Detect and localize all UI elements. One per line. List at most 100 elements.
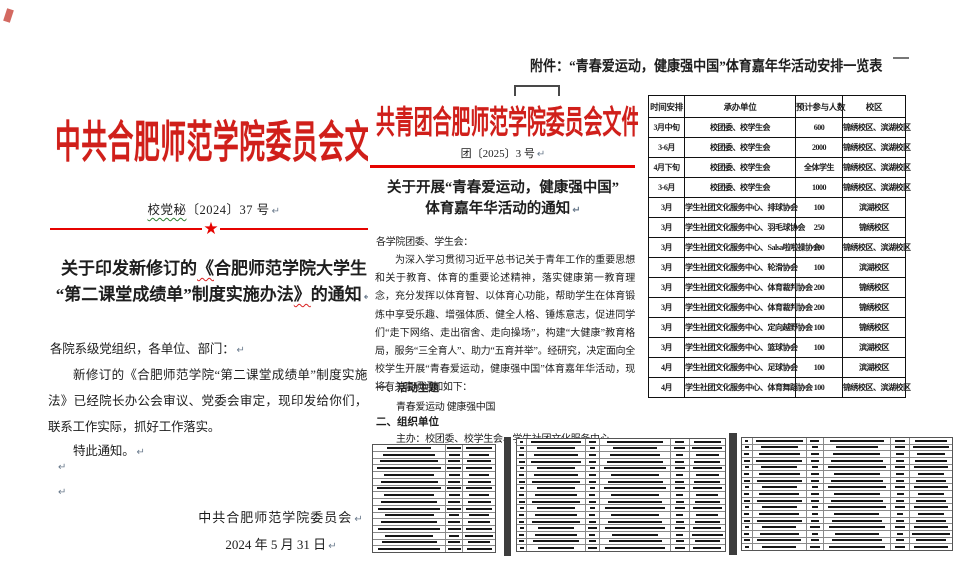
illegible-text-smear <box>758 453 800 456</box>
thumbnail-cell <box>824 497 892 504</box>
table-header-cell: 时间安排 <box>648 95 685 118</box>
thumbnail-cell <box>690 472 725 478</box>
illegible-text-smear <box>519 547 524 550</box>
thumbnail-cell <box>807 497 824 504</box>
illegible-text-smear <box>607 480 663 483</box>
thumbnail-cell <box>824 511 892 517</box>
thumbnail-cell <box>807 517 824 524</box>
thumbnail-cell <box>891 457 910 464</box>
table-cell: 锦绣校区、滨湖校区 <box>842 137 911 158</box>
thumbnail-cell <box>463 479 495 485</box>
dash-artifact <box>893 57 909 59</box>
thumbnail-cell <box>586 505 601 512</box>
illegible-text-smear <box>589 513 596 516</box>
thumbnail-cell <box>517 458 528 465</box>
thumbnail-cell <box>690 505 725 511</box>
illegible-text-smear <box>448 521 461 524</box>
thumbnail-cell <box>891 544 910 550</box>
table-cell: 滨湖校区 <box>842 337 906 358</box>
illegible-text-smear <box>915 479 947 482</box>
table-cell: 4月 <box>648 357 685 378</box>
thumbnail-cell <box>824 544 892 550</box>
illegible-text-smear <box>914 546 948 549</box>
thumbnail-row <box>517 545 725 551</box>
thumbnail-row <box>517 538 725 546</box>
thumbnail-cell <box>600 498 671 505</box>
thumbnail-cell <box>463 519 495 525</box>
thumbnail-cell <box>742 524 753 530</box>
thumbnail-cell <box>753 517 808 524</box>
thumbnail-cell <box>742 438 753 444</box>
thumbnail-row <box>373 505 495 513</box>
middle-theme-line: 青春爱运动 健康强中国 <box>396 402 496 413</box>
illegible-text-smear <box>381 521 437 524</box>
thumbnail-cell <box>671 512 690 518</box>
thumbnail-cell <box>690 466 725 472</box>
illegible-text-smear <box>606 440 664 443</box>
thumbnail-cell <box>690 499 725 505</box>
thumbnail-cell <box>600 465 671 472</box>
thumbnail-cell <box>586 538 601 545</box>
thumbnail-row <box>517 492 725 499</box>
thumbnail-cell <box>910 491 952 497</box>
illegible-text-smear <box>895 526 906 529</box>
thumbnail-cell <box>373 519 447 525</box>
thumbnail-row <box>742 464 952 472</box>
illegible-text-smear <box>811 532 819 535</box>
thumbnail-cell <box>517 505 528 512</box>
thumbnail-cell <box>690 525 725 531</box>
thumbnail-cell <box>910 498 952 504</box>
thumbnail-row <box>742 491 952 498</box>
illegible-text-smear <box>466 527 492 530</box>
thumbnail-cell <box>373 532 447 539</box>
illegible-text-smear <box>759 492 800 495</box>
thumbnail-cell <box>463 445 495 451</box>
thumbnail-cell <box>586 465 601 472</box>
table-row: 3月 学生社团文化服务中心、羽毛球协会 250 锦绣校区 <box>648 217 906 238</box>
scan-artifact-speck <box>3 8 14 23</box>
table-row: 3月 学生社团文化服务中心、体育裁判协会 200 锦绣校区 <box>648 297 906 318</box>
thumbnail-row <box>517 485 725 493</box>
illegible-text-smear <box>810 546 820 549</box>
table-cell: 学生社团文化服务中心、排球协会 <box>684 197 798 218</box>
illegible-text-smear <box>588 547 597 550</box>
thumbnail-row <box>373 478 495 486</box>
thumbnail-cell <box>527 445 586 452</box>
thumbnail-cell <box>517 525 528 531</box>
thumbnail-cell <box>753 444 808 451</box>
thumbnail-cell <box>690 439 725 445</box>
thumbnail-cell <box>690 519 725 525</box>
illegible-text-smear <box>915 459 947 462</box>
title-bracket: 》 <box>293 285 311 304</box>
thumbnail-cell <box>807 451 824 457</box>
thumbnail-cell <box>446 505 464 512</box>
thumbnail-cell <box>910 538 952 544</box>
paragraph-mark: ↵ <box>136 447 145 458</box>
table-cell: 3月 <box>648 237 685 258</box>
illegible-text-smear <box>676 454 684 457</box>
illegible-text-smear <box>531 440 581 443</box>
thumbnail-cell <box>600 478 671 485</box>
thumbnail-cell <box>463 546 495 552</box>
thumbnail-row <box>742 477 952 485</box>
thumbnail-cell <box>671 492 690 498</box>
thumbnail-cell <box>373 458 447 465</box>
thumbnail-cell <box>463 486 495 492</box>
illegible-text-smear <box>467 480 491 483</box>
thumbnail-cell <box>742 517 753 524</box>
paragraph-mark: ↵ <box>354 514 364 525</box>
thumbnail-cell <box>690 459 725 465</box>
table-cell: 校团委、校学生会 <box>684 137 796 158</box>
table-body: 3月中旬 校团委、校学生会 600 锦绣校区、滨湖校区 3-6月 校团委、校学生会 2000… <box>648 117 911 398</box>
table-cell: 锦绣校区、滨湖校区 <box>842 237 911 258</box>
table-cell: 校团委、校学生会 <box>684 117 796 138</box>
thumbnail-cell <box>742 464 753 471</box>
thumbnail-cell <box>824 444 892 451</box>
thumbnail-cell <box>742 504 753 511</box>
thumbnail-cell <box>586 512 601 518</box>
illegible-text-smear <box>467 521 491 524</box>
thumbnail-cell <box>753 484 808 491</box>
illegible-text-smear <box>895 479 905 482</box>
